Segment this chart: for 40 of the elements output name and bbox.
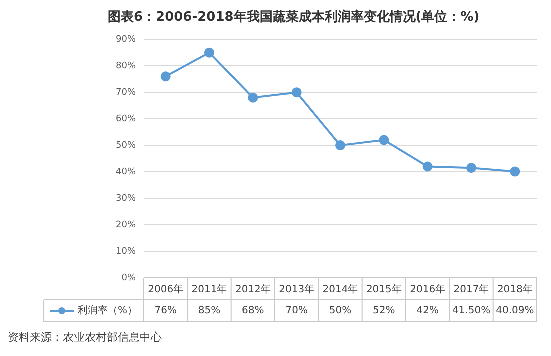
data-label: 42%	[416, 306, 439, 317]
data-label: 50%	[329, 306, 352, 317]
x-tick-label: 2006年	[148, 284, 184, 296]
y-tick-label: 10%	[116, 246, 136, 257]
point	[379, 135, 390, 146]
x-tick-label: 2013年	[279, 284, 315, 296]
y-tick-label: 80%	[116, 61, 136, 72]
point	[248, 92, 258, 103]
data-label: 52%	[373, 306, 396, 317]
y-tick-label: 40%	[116, 167, 136, 178]
x-tick-label: 2017年	[454, 284, 490, 296]
x-tick-label: 2014年	[322, 284, 358, 296]
data-label: 70%	[286, 306, 308, 317]
y-tick-label: 90%	[116, 34, 136, 45]
x-tick-label: 2018年	[497, 284, 533, 296]
point	[204, 48, 215, 58]
point	[422, 162, 433, 172]
legend-label: 利润率（%）	[78, 304, 138, 317]
point	[292, 88, 302, 98]
data-label: 68%	[242, 306, 264, 317]
data-label: 85%	[198, 306, 221, 317]
point	[510, 166, 520, 177]
y-tick-label: 0%	[122, 273, 136, 284]
y-tick-label: 20%	[116, 220, 136, 230]
x-tick-label: 2016年	[410, 284, 446, 296]
data-label: 40.09%	[496, 306, 534, 317]
point	[336, 140, 346, 151]
data-label: 41.50%	[452, 306, 491, 317]
x-tick-label: 2011年	[192, 284, 228, 296]
chart-title: 图表6：2006-2018年我国蔬菜成本利润率变化情况(单位：%)	[108, 9, 480, 26]
data-label: 76%	[154, 306, 177, 317]
point	[160, 72, 171, 82]
x-tick-label: 2012年	[235, 284, 271, 296]
y-tick-label: 60%	[116, 114, 136, 124]
text: 资料来源：农业农村部信息中心	[8, 330, 163, 345]
x-tick-label: 2015年	[366, 284, 402, 296]
point	[466, 163, 476, 174]
y-tick-label: 50%	[116, 140, 136, 151]
y-tick-label: 30%	[116, 194, 136, 204]
y-tick-label: 70%	[116, 88, 136, 98]
